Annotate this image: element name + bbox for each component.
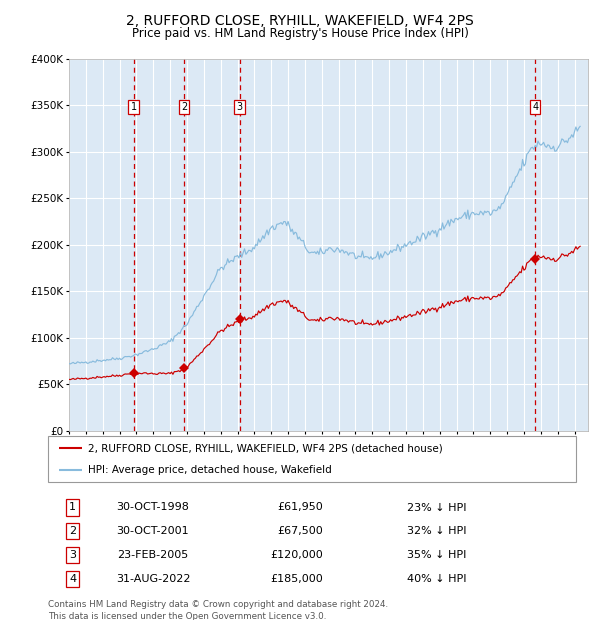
- Text: 3: 3: [236, 102, 242, 112]
- Text: £185,000: £185,000: [270, 574, 323, 584]
- Text: Contains HM Land Registry data © Crown copyright and database right 2024.
This d: Contains HM Land Registry data © Crown c…: [48, 600, 388, 620]
- Text: 3: 3: [70, 550, 76, 560]
- Text: 1: 1: [131, 102, 137, 112]
- Text: £67,500: £67,500: [277, 526, 323, 536]
- Text: 31-AUG-2022: 31-AUG-2022: [116, 574, 191, 584]
- Text: 23-FEB-2005: 23-FEB-2005: [116, 550, 188, 560]
- Text: 30-OCT-2001: 30-OCT-2001: [116, 526, 189, 536]
- Text: 32% ↓ HPI: 32% ↓ HPI: [407, 526, 467, 536]
- Text: 4: 4: [69, 574, 76, 584]
- Text: 40% ↓ HPI: 40% ↓ HPI: [407, 574, 467, 584]
- Text: 30-OCT-1998: 30-OCT-1998: [116, 502, 190, 513]
- Text: HPI: Average price, detached house, Wakefield: HPI: Average price, detached house, Wake…: [88, 465, 331, 475]
- Text: 2: 2: [69, 526, 76, 536]
- Text: 2: 2: [181, 102, 187, 112]
- Text: £120,000: £120,000: [270, 550, 323, 560]
- Text: £61,950: £61,950: [277, 502, 323, 513]
- Text: 23% ↓ HPI: 23% ↓ HPI: [407, 502, 467, 513]
- Text: Price paid vs. HM Land Registry's House Price Index (HPI): Price paid vs. HM Land Registry's House …: [131, 27, 469, 40]
- Text: 4: 4: [532, 102, 538, 112]
- Text: 2, RUFFORD CLOSE, RYHILL, WAKEFIELD, WF4 2PS: 2, RUFFORD CLOSE, RYHILL, WAKEFIELD, WF4…: [126, 14, 474, 28]
- Text: 35% ↓ HPI: 35% ↓ HPI: [407, 550, 466, 560]
- Text: 2, RUFFORD CLOSE, RYHILL, WAKEFIELD, WF4 2PS (detached house): 2, RUFFORD CLOSE, RYHILL, WAKEFIELD, WF4…: [88, 443, 442, 453]
- Text: 1: 1: [70, 502, 76, 513]
